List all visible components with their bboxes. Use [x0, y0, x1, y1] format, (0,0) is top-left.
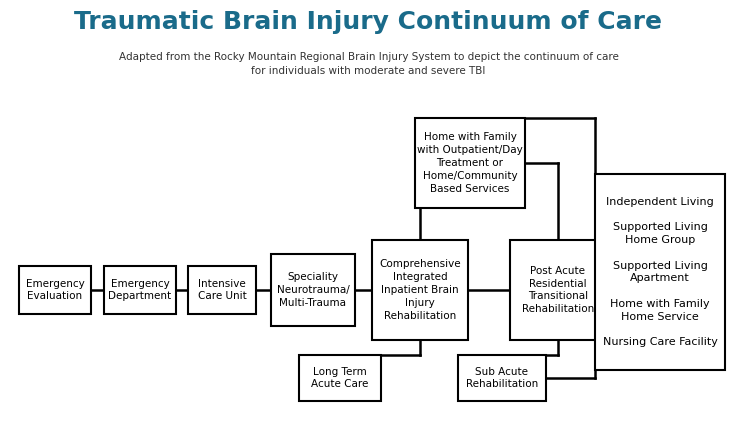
Bar	[188, 266, 256, 314]
Text: Emergency
Evaluation: Emergency Evaluation	[26, 279, 84, 301]
Text: Sub Acute
Rehabilitation: Sub Acute Rehabilitation	[466, 367, 538, 390]
Text: Home with Family
with Outpatient/Day
Treatment or
Home/Community
Based Services: Home with Family with Outpatient/Day Tre…	[417, 133, 523, 194]
Text: Long Term
Acute Care: Long Term Acute Care	[311, 367, 368, 390]
Text: Comprehensive
Integrated
Inpatient Brain
Injury
Rehabilitation: Comprehensive Integrated Inpatient Brain…	[380, 260, 461, 321]
Bar	[372, 240, 468, 340]
Bar	[271, 254, 355, 326]
Bar	[299, 355, 381, 401]
Text: Independent Living

Supported Living
Home Group

Supported Living
Apartment

Hom: Independent Living Supported Living Home…	[603, 197, 717, 347]
Bar	[458, 355, 546, 401]
Bar	[595, 174, 725, 370]
Text: Post Acute
Residential
Transitional
Rehabilitation: Post Acute Residential Transitional Reha…	[522, 266, 594, 314]
Text: Emergency
Department: Emergency Department	[108, 279, 172, 301]
Text: Adapted from the Rocky Mountain Regional Brain Injury System to depict the conti: Adapted from the Rocky Mountain Regional…	[119, 52, 618, 62]
Text: Traumatic Brain Injury Continuum of Care: Traumatic Brain Injury Continuum of Care	[74, 10, 663, 34]
Bar	[415, 118, 525, 208]
Bar	[104, 266, 176, 314]
Text: Speciality
Neurotrauma/
Multi-Trauma: Speciality Neurotrauma/ Multi-Trauma	[276, 272, 349, 308]
Bar	[19, 266, 91, 314]
Bar	[510, 240, 606, 340]
Text: for individuals with moderate and severe TBI: for individuals with moderate and severe…	[251, 66, 486, 76]
Text: Intensive
Care Unit: Intensive Care Unit	[198, 279, 246, 301]
